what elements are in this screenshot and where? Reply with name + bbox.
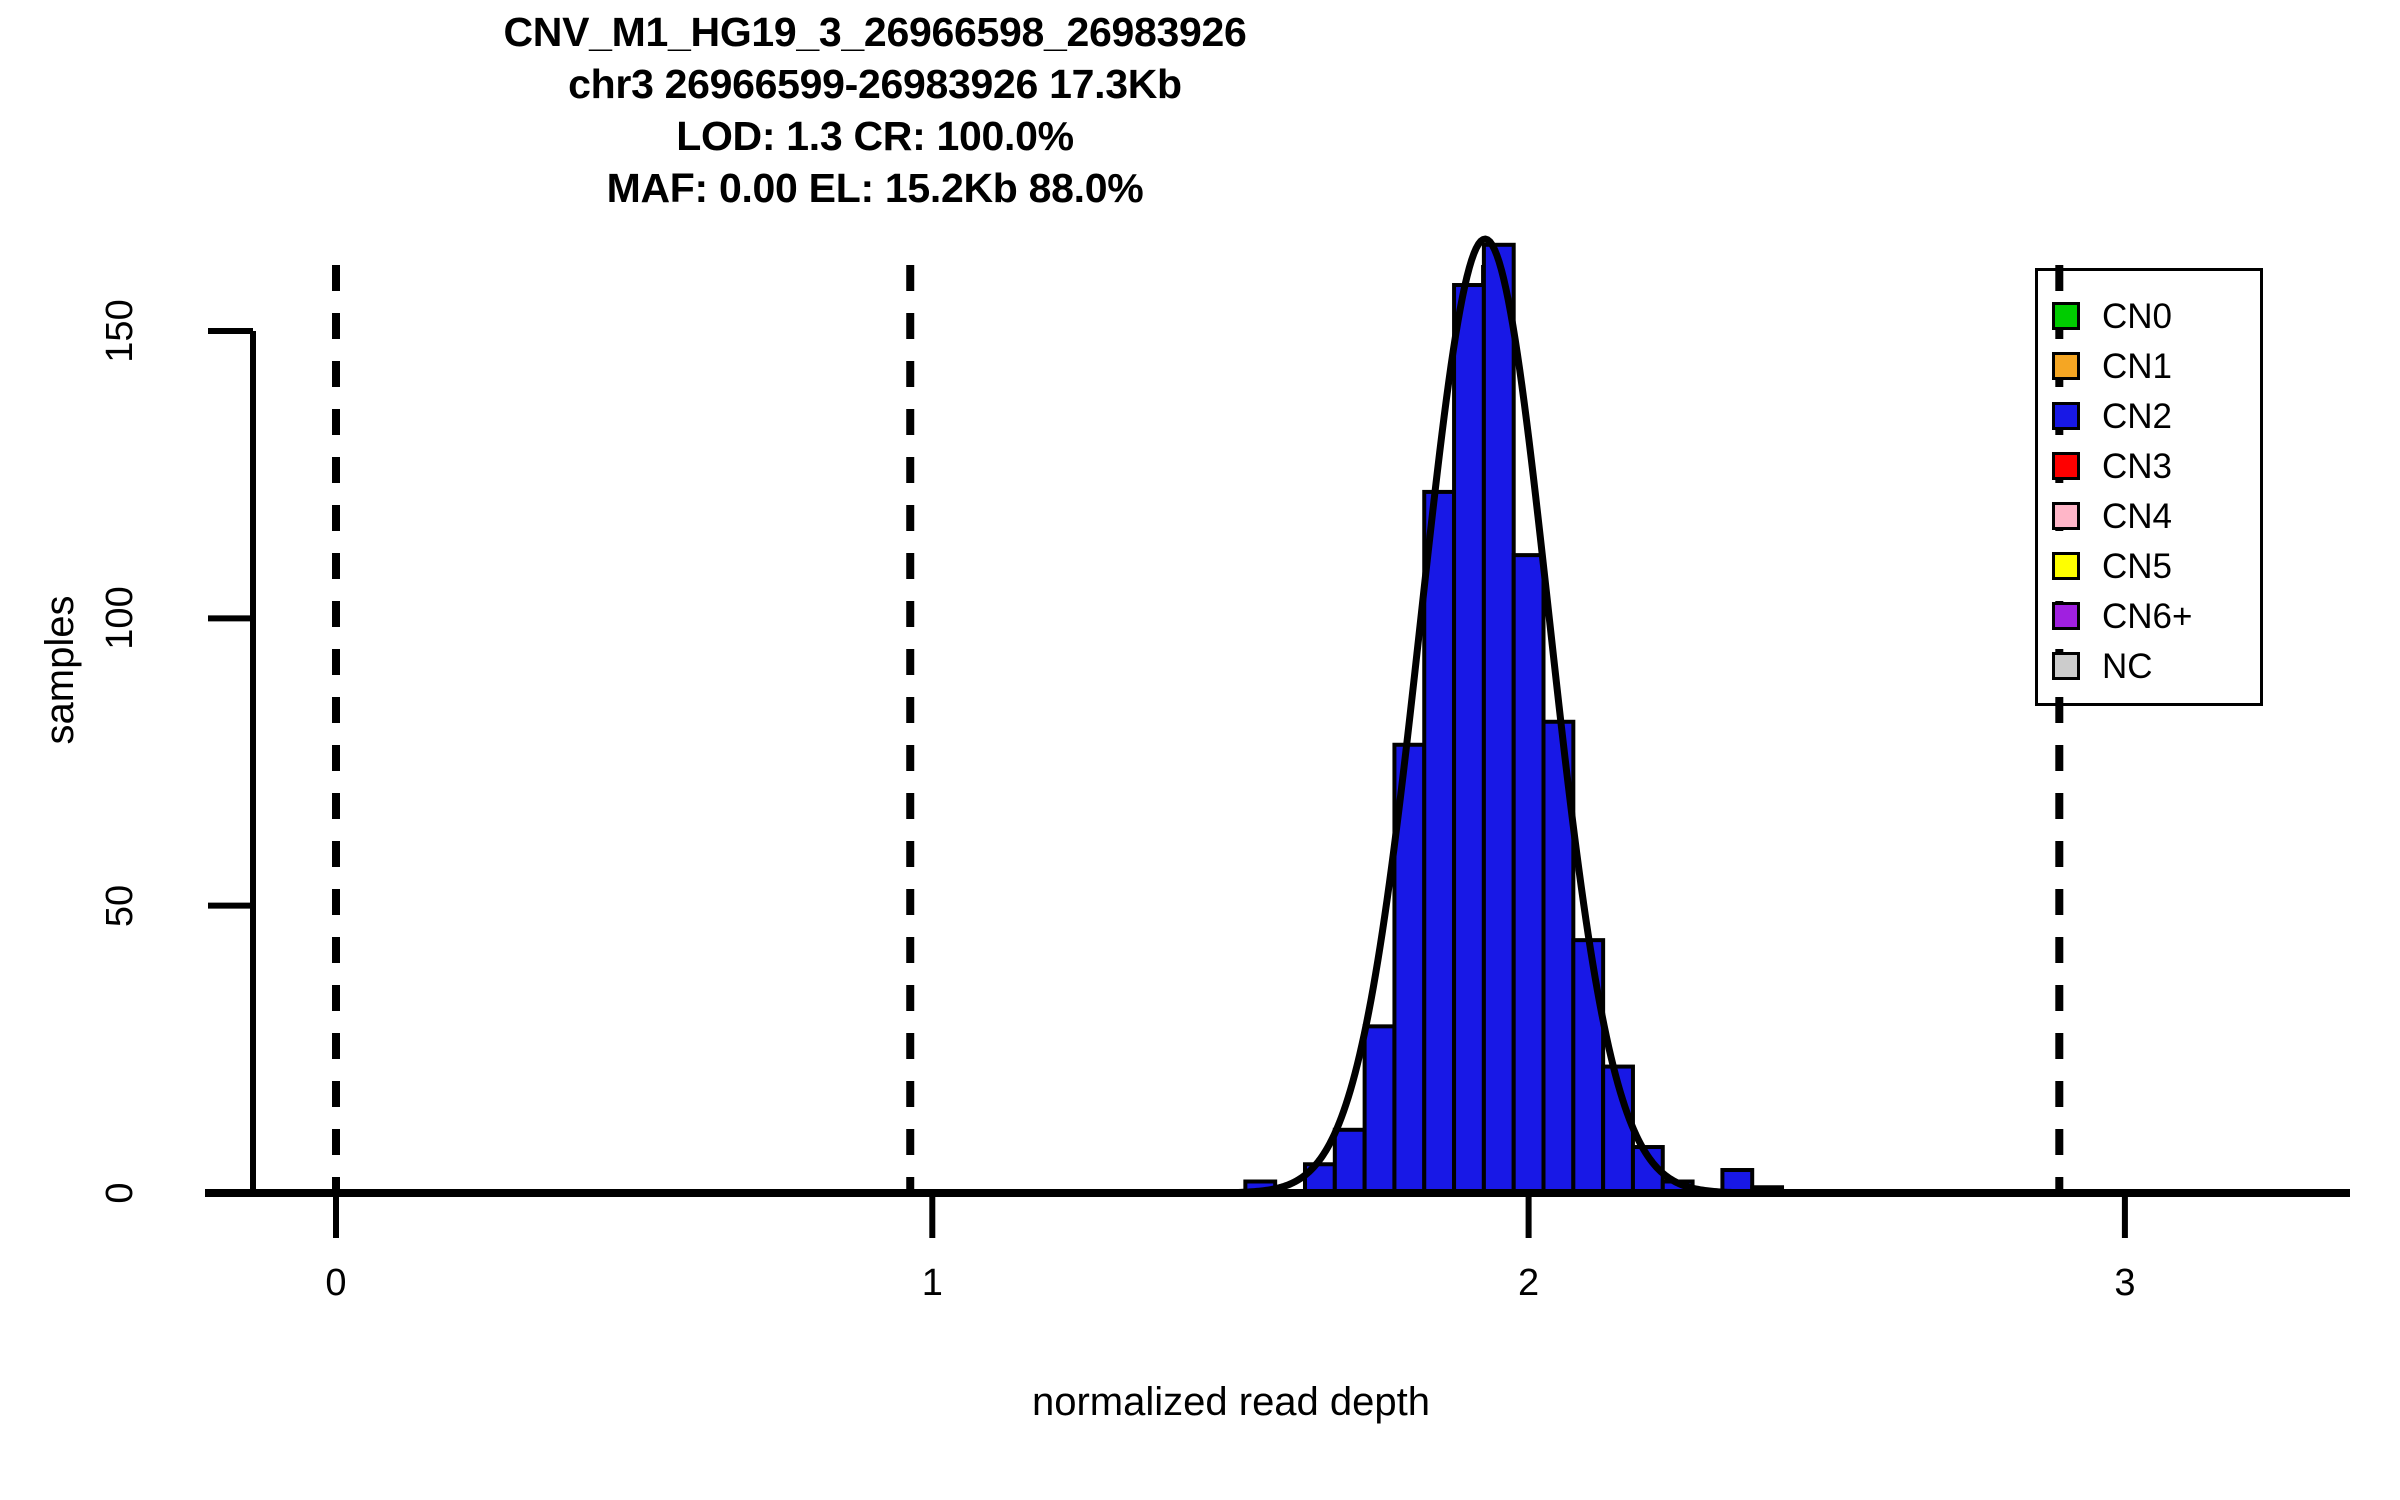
legend-swatch-icon	[2052, 652, 2080, 680]
x-tick-label: 2	[1518, 1262, 1540, 1304]
legend-item-cn1[interactable]: CN1	[2038, 341, 2260, 391]
y-tick-label: 0	[99, 1182, 141, 1204]
axes-group	[205, 327, 2350, 1238]
legend-swatch-icon	[2052, 302, 2080, 330]
legend-item-label: CN5	[2102, 546, 2173, 586]
y-tick-label: 150	[99, 299, 141, 363]
reference-lines-group	[332, 265, 2064, 1193]
legend-swatch-icon	[2052, 602, 2080, 630]
histogram-bar	[1452, 283, 1486, 1195]
legend-item-label: NC	[2102, 646, 2153, 686]
density-curve-group	[215, 235, 2276, 1197]
legend-rows: CN0 CN1 CN2 CN3 CN4 CN5 CN6+ NC	[2038, 291, 2260, 691]
legend-item-cn2[interactable]: CN2	[2038, 391, 2260, 441]
legend-item-label: CN0	[2102, 296, 2173, 336]
legend-swatch-icon	[2052, 452, 2080, 480]
x-axis-title: normalized read depth	[1031, 1380, 1431, 1424]
title-line-1: CNV_M1_HG19_3_26966598_26983926	[503, 9, 1247, 55]
histogram-bar	[1332, 1127, 1367, 1195]
title-line-4: MAF: 0.00 EL: 15.2Kb 88.0%	[606, 165, 1144, 211]
chart-title: CNV_M1_HG19_3_26966598_26983926 chr3 269…	[0, 6, 1750, 214]
histogram-bar	[1362, 1024, 1397, 1195]
legend-swatch-icon	[2052, 502, 2080, 530]
title-line-2: chr3 26966599-26983926 17.3Kb	[568, 61, 1182, 107]
legend-item-label: CN3	[2102, 446, 2173, 486]
legend-item-cn0[interactable]: CN0	[2038, 291, 2260, 341]
legend-item-label: CN6+	[2102, 596, 2193, 636]
legend-item-label: CN2	[2102, 396, 2173, 436]
legend-swatch-icon	[2052, 352, 2080, 380]
legend-item-nc[interactable]: NC	[2038, 641, 2260, 691]
x-tick-label: 0	[325, 1262, 347, 1304]
density-curve	[215, 235, 2276, 1197]
histogram-bars-group	[1243, 242, 1785, 1196]
legend-item-cn6plus[interactable]: CN6+	[2038, 591, 2260, 641]
x-tick-label: 1	[921, 1262, 943, 1304]
legend-item-cn4[interactable]: CN4	[2038, 491, 2260, 541]
y-tick-label: 100	[99, 586, 141, 651]
legend-item-cn5[interactable]: CN5	[2038, 541, 2260, 591]
legend-swatch-icon	[2052, 402, 2080, 430]
x-tick-label: 3	[2114, 1262, 2136, 1304]
y-tick-label: 50	[99, 884, 141, 927]
legend-swatch-icon	[2052, 552, 2080, 580]
legend-box: CN0 CN1 CN2 CN3 CN4 CN5 CN6+ NC	[2035, 268, 2263, 706]
legend-item-label: CN1	[2102, 346, 2173, 386]
legend-item-cn3[interactable]: CN3	[2038, 441, 2260, 491]
histogram-bar	[1481, 242, 1516, 1195]
legend-item-label: CN4	[2102, 496, 2173, 536]
histogram-bar	[1511, 553, 1546, 1195]
histogram-bar	[1422, 489, 1457, 1195]
title-line-3: LOD: 1.3 CR: 100.0%	[676, 113, 1074, 159]
